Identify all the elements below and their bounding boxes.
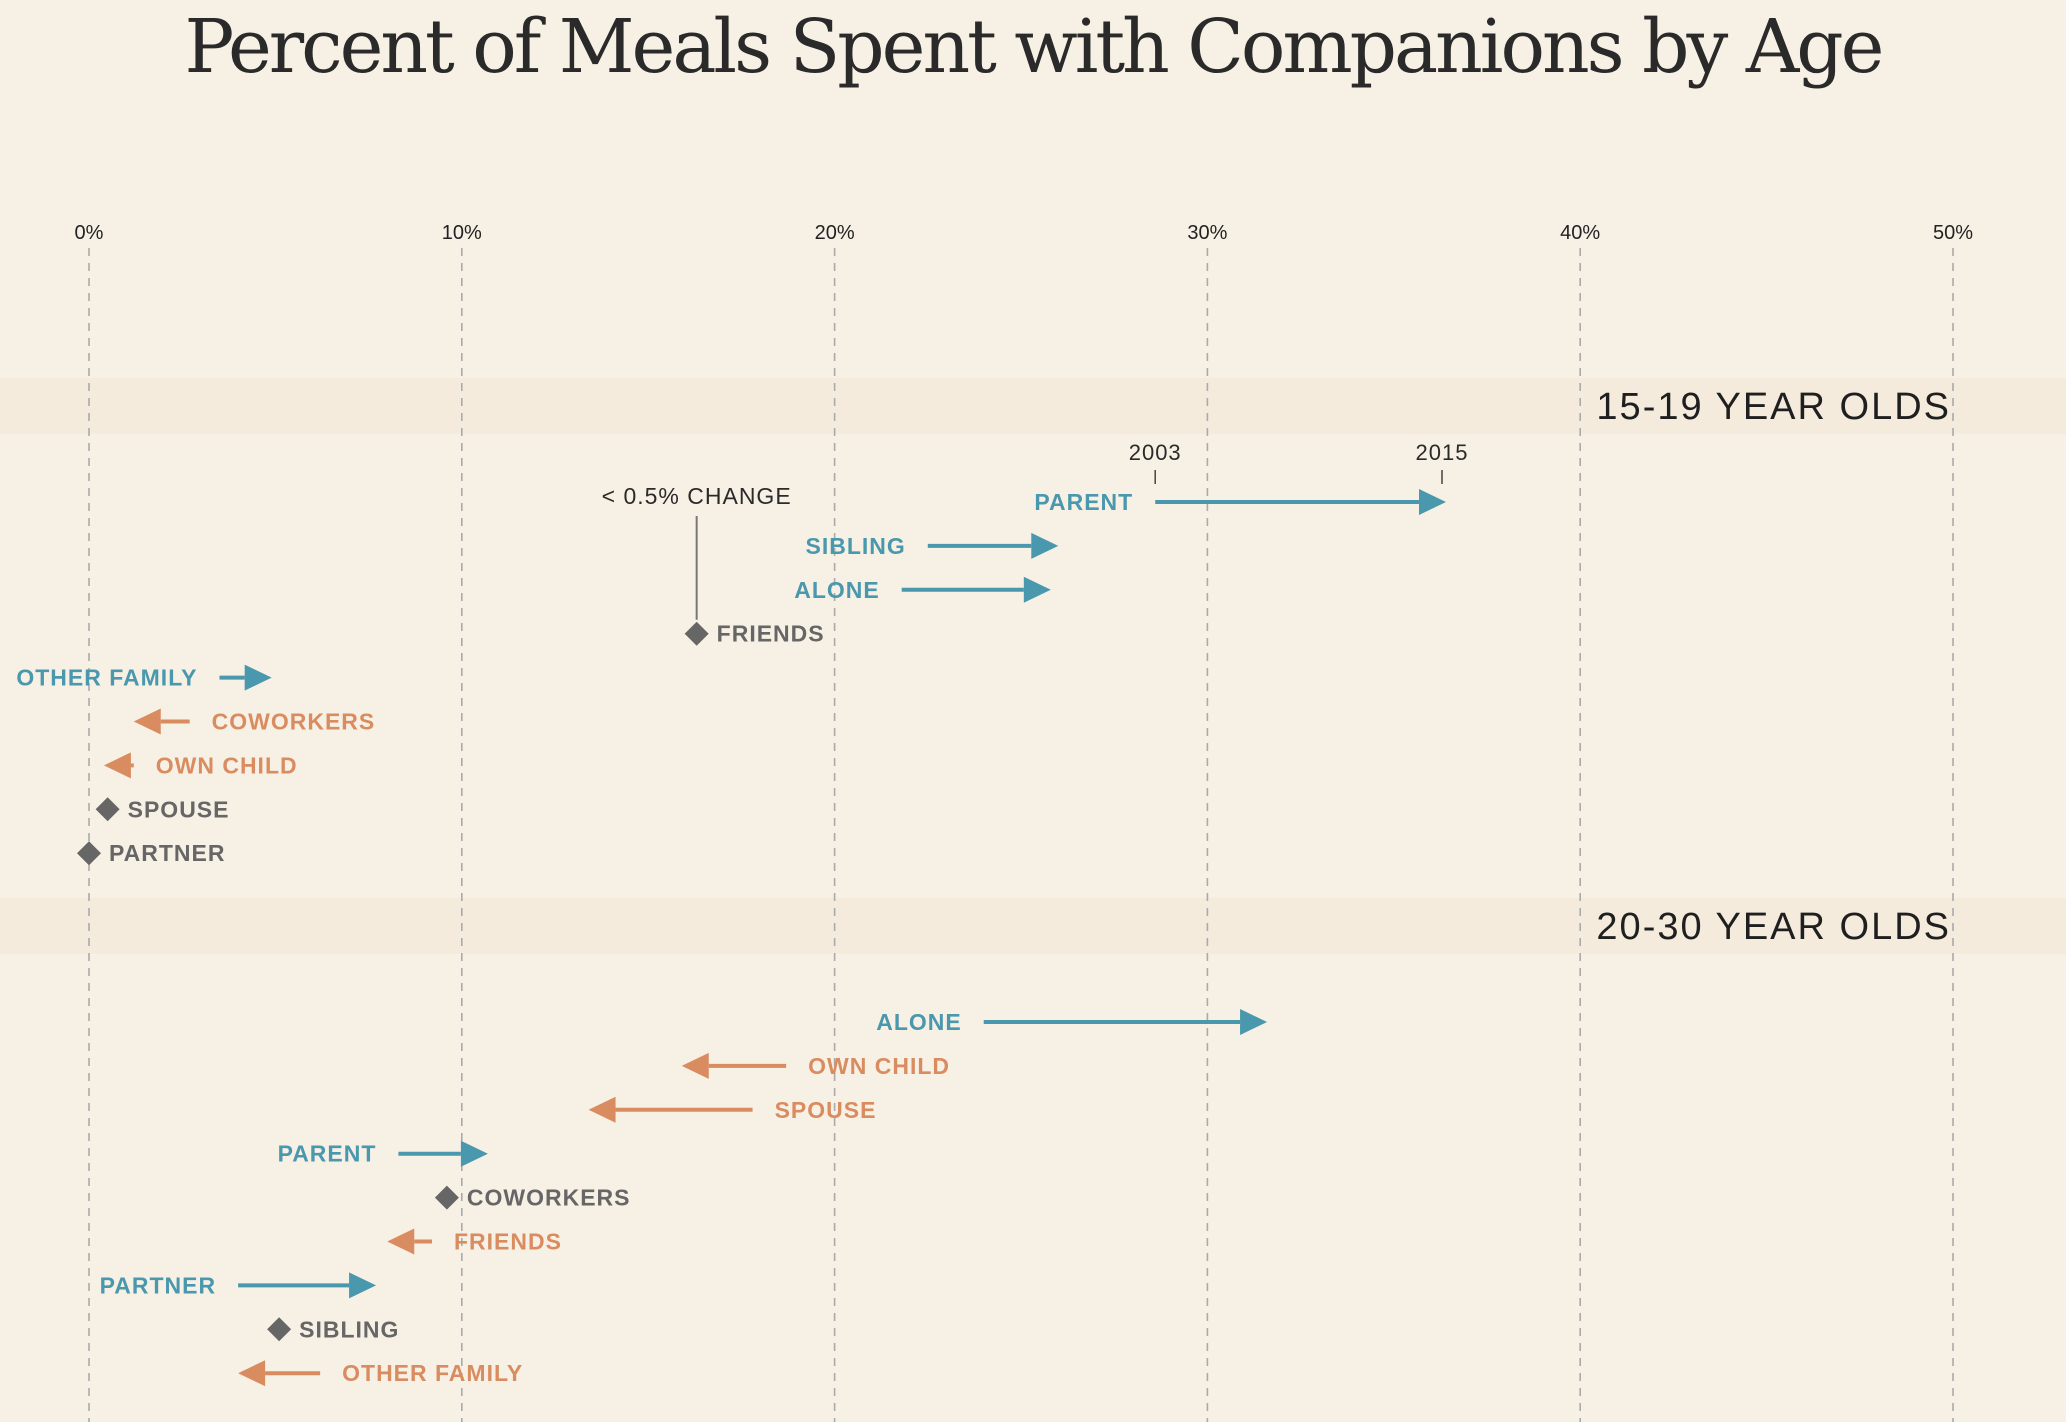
group-label: 15-19 YEAR OLDS <box>1596 386 1951 428</box>
group-band <box>0 898 2066 954</box>
row-label: FRIENDS <box>454 1229 562 1255</box>
change-arrow-head <box>588 1096 616 1123</box>
row-label: SPOUSE <box>775 1097 877 1123</box>
change-arrow-head <box>103 752 131 779</box>
row-label: ALONE <box>794 577 880 603</box>
row-label: COWORKERS <box>212 709 376 735</box>
row-label: ALONE <box>876 1009 962 1035</box>
change-arrow-head <box>133 708 161 735</box>
group-band <box>0 378 2066 434</box>
no-change-marker <box>434 1185 459 1210</box>
row-label: OTHER FAMILY <box>16 665 197 691</box>
row-label: SIBLING <box>806 533 906 559</box>
end-year-label: 2015 <box>1416 440 1469 465</box>
change-arrow-head <box>460 1140 488 1167</box>
change-arrow-head <box>244 664 272 691</box>
change-arrow-head <box>681 1052 709 1079</box>
x-tick-label: 30% <box>1187 222 1227 244</box>
x-tick-label: 50% <box>1933 222 1973 244</box>
row-label: FRIENDS <box>717 621 825 647</box>
no-change-annotation: < 0.5% CHANGE <box>602 483 792 509</box>
change-arrow-head <box>1240 1009 1268 1035</box>
row-label: OWN CHILD <box>808 1053 950 1079</box>
x-tick-label: 10% <box>442 222 482 244</box>
row-label: PARTNER <box>100 1272 216 1298</box>
row-label: SPOUSE <box>128 796 230 822</box>
chart-title: Percent of Meals Spent with Companions b… <box>184 4 1885 90</box>
change-arrow-head <box>1031 532 1059 559</box>
no-change-marker <box>267 1317 292 1342</box>
no-change-marker <box>95 797 120 822</box>
no-change-marker <box>77 841 101 866</box>
no-change-marker <box>684 621 709 646</box>
start-year-label: 2003 <box>1129 440 1182 465</box>
x-tick-label: 40% <box>1560 222 1600 244</box>
row-label: SIBLING <box>299 1316 399 1342</box>
row-label: PARENT <box>1034 489 1133 515</box>
change-arrow-head <box>238 1360 266 1387</box>
change-arrow-head <box>387 1228 415 1255</box>
x-tick-label: 0% <box>75 222 104 244</box>
row-label: OTHER FAMILY <box>342 1360 523 1386</box>
row-label: PARTNER <box>109 840 225 866</box>
row-label: COWORKERS <box>467 1185 631 1211</box>
change-arrow-head <box>349 1272 377 1299</box>
row-label: PARENT <box>278 1141 377 1167</box>
x-tick-label: 20% <box>815 222 855 244</box>
row-label: OWN CHILD <box>156 752 298 778</box>
change-arrow-head <box>1023 576 1051 603</box>
group-label: 20-30 YEAR OLDS <box>1596 906 1951 948</box>
change-arrow-head <box>1418 489 1446 515</box>
